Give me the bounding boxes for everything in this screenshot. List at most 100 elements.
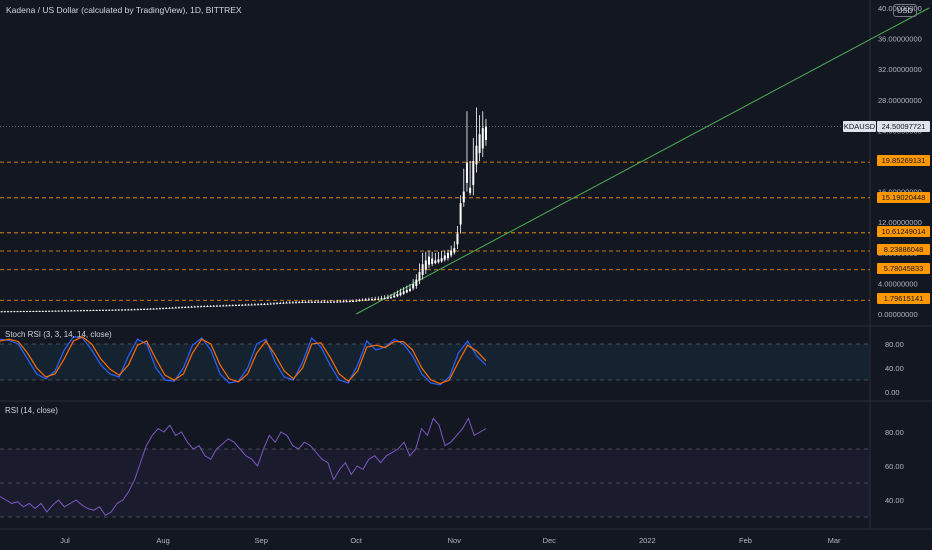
candle-body [165, 307, 168, 309]
stoch-tick-label: 0.00 [885, 388, 900, 397]
candle-body [279, 302, 282, 304]
candle-body [481, 128, 484, 149]
candle-body [95, 310, 98, 312]
candle-body [89, 310, 92, 312]
candle-body [282, 302, 285, 304]
candle-body [238, 304, 241, 306]
candle-body [377, 298, 380, 300]
candle-body [465, 162, 468, 183]
candle-body [76, 310, 79, 312]
candle-body [196, 306, 199, 308]
candle-body [386, 297, 389, 299]
candle-body [456, 233, 459, 245]
level-label: 19.85269131 [877, 155, 930, 166]
candle-body [269, 303, 272, 305]
candle-body [139, 309, 142, 311]
stoch-tick-label: 40.00 [885, 364, 904, 373]
candle-body [241, 304, 244, 306]
candle-body [57, 310, 60, 312]
time-tick-label: Dec [543, 536, 557, 545]
candle-body [421, 264, 424, 275]
candle-body [408, 288, 411, 291]
rsi-tick-label: 40.00 [885, 496, 904, 505]
candle-body [174, 307, 177, 309]
candle-body [155, 308, 158, 310]
candle-body [231, 305, 234, 307]
candle-body [26, 311, 29, 313]
candle-body [152, 308, 155, 310]
candle-body [10, 311, 13, 313]
candle-body [86, 310, 89, 312]
candle-body [32, 311, 35, 313]
candle-body [136, 309, 139, 311]
candle-body [396, 294, 399, 297]
candle-body [446, 252, 449, 259]
candle-body [484, 126, 487, 140]
candle-body [29, 311, 32, 313]
candle-body [127, 309, 130, 311]
time-tick-label: Nov [448, 536, 462, 545]
candle-body [73, 310, 76, 312]
price-tick-label: 12.00000000 [878, 218, 922, 227]
rsi-label: RSI (14, close) [5, 406, 58, 415]
rsi-line [0, 417, 487, 516]
candle-body [67, 310, 70, 312]
candle-body [475, 145, 478, 165]
candle-body [105, 309, 108, 311]
candle-body [323, 301, 326, 303]
candle-body [345, 301, 348, 303]
candle-body [184, 307, 187, 309]
time-tick-label: Feb [739, 536, 752, 545]
candle-body [133, 309, 136, 311]
candle-body [244, 304, 247, 306]
candle-body [234, 305, 237, 307]
candle-body [101, 309, 104, 311]
candle-body [70, 310, 73, 312]
price-tick-label: 40.00000000 [878, 4, 922, 13]
candle-body [130, 309, 133, 311]
candle-body [272, 303, 275, 305]
candle-body [291, 302, 294, 304]
candle-body [399, 292, 402, 296]
candle-body [276, 303, 279, 305]
candle-body [108, 309, 111, 311]
candle-body [3, 311, 6, 313]
candle-body [149, 308, 152, 310]
candle-body [143, 308, 146, 310]
candle-body [374, 298, 377, 300]
candle-body [288, 302, 291, 304]
candle-body [361, 299, 364, 301]
candle-body [431, 258, 434, 264]
candle-body [418, 271, 421, 281]
trendline [355, 7, 930, 315]
current-price-label: 24.50097721 [877, 121, 930, 132]
candle-body [450, 250, 453, 256]
candle-body [336, 301, 339, 303]
candle-body [60, 310, 63, 312]
candle-body [320, 301, 323, 303]
candle-body [367, 299, 370, 301]
currency-button[interactable]: USD [893, 4, 917, 17]
price-tick-label: 32.00000000 [878, 65, 922, 74]
stoch-band-fill [0, 344, 870, 380]
candle-body [462, 191, 465, 203]
candle-body [257, 304, 260, 306]
candle-body [298, 302, 301, 304]
candle-body [329, 301, 332, 303]
candle-body [342, 301, 345, 303]
stoch-rsi-label: Stoch RSI (3, 3, 14, 14, close) [5, 330, 112, 339]
candle-body [92, 310, 95, 312]
candle-body [193, 306, 196, 308]
chart-title: Kadena / US Dollar (calculated by Tradin… [6, 5, 242, 15]
candle-body [326, 301, 329, 303]
candle-body [168, 307, 171, 309]
candle-body [402, 291, 405, 294]
candle-body [412, 284, 415, 289]
candle-body [383, 297, 386, 300]
candle-body [212, 305, 215, 307]
candle-body [171, 307, 174, 309]
candle-body [295, 302, 298, 304]
symbol-label: KDAUSD [843, 121, 876, 132]
candle-body [114, 309, 117, 311]
